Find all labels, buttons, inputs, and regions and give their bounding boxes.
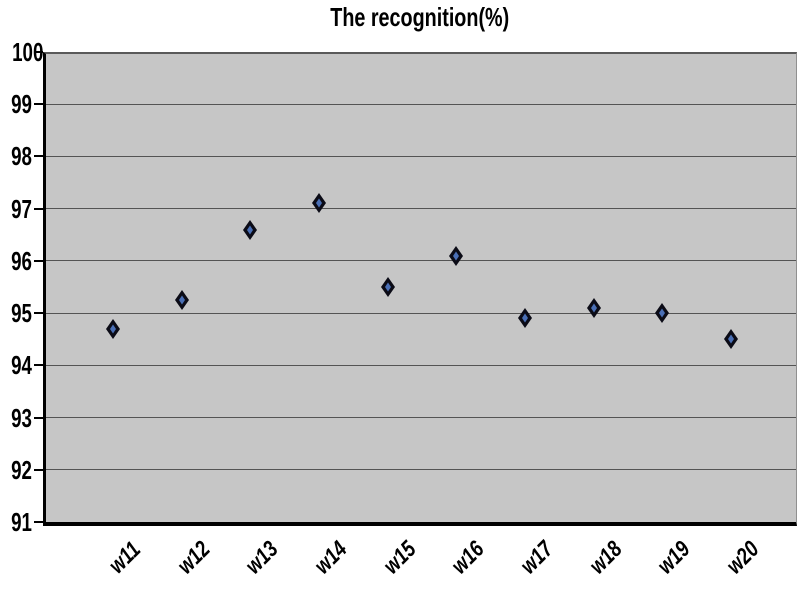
gridline bbox=[46, 469, 796, 471]
data-point-w18 bbox=[586, 297, 601, 318]
diamond-icon bbox=[174, 290, 189, 311]
plot-area bbox=[43, 52, 797, 526]
x-axis-label-text: w19 bbox=[651, 536, 695, 579]
y-axis-label-text: 95 bbox=[11, 298, 32, 329]
diamond-icon bbox=[655, 303, 670, 324]
y-axis-label: 94 bbox=[0, 352, 32, 378]
data-point-w11 bbox=[106, 318, 120, 339]
data-point-w19 bbox=[655, 303, 670, 324]
diamond-icon bbox=[312, 193, 326, 214]
data-point-w17 bbox=[518, 308, 533, 329]
diamond-icon bbox=[380, 277, 395, 297]
y-axis-label: 95 bbox=[0, 300, 32, 326]
data-point-w15 bbox=[380, 277, 395, 297]
y-axis-tick bbox=[34, 259, 43, 262]
gridline bbox=[46, 103, 796, 105]
y-axis-label: 92 bbox=[0, 457, 32, 483]
y-axis-label-text: 99 bbox=[11, 89, 32, 120]
diamond-icon bbox=[586, 297, 601, 318]
y-axis-label: 99 bbox=[0, 91, 32, 117]
gridline bbox=[46, 312, 796, 314]
y-axis-label: 98 bbox=[0, 143, 32, 169]
x-axis-label-text: w14 bbox=[308, 536, 352, 579]
gridline bbox=[46, 208, 796, 210]
y-axis-label-text: 100 bbox=[12, 37, 44, 67]
x-axis-label-text: w17 bbox=[514, 536, 558, 579]
y-axis-tick bbox=[34, 521, 43, 523]
y-axis-tick bbox=[34, 468, 43, 471]
y-axis-label-text: 93 bbox=[11, 402, 32, 433]
y-axis-tick bbox=[34, 207, 43, 210]
x-axis-label-text: w13 bbox=[239, 536, 283, 579]
y-axis-label: 100 bbox=[0, 39, 43, 65]
y-axis-label-text: 94 bbox=[11, 350, 32, 381]
y-axis-label-text: 91 bbox=[11, 507, 32, 537]
chart-title: The recognition(%) bbox=[43, 2, 797, 33]
gridline bbox=[46, 417, 796, 419]
x-axis-label-text: w15 bbox=[377, 536, 421, 579]
y-axis-label: 96 bbox=[0, 248, 32, 274]
y-axis-tick bbox=[34, 364, 43, 367]
x-axis-label-text: w18 bbox=[583, 536, 627, 579]
gridline bbox=[46, 260, 796, 262]
y-axis-label-text: 92 bbox=[11, 454, 32, 485]
y-axis-tick bbox=[34, 103, 43, 106]
x-axis-label-text: w20 bbox=[720, 536, 764, 579]
y-axis-label-text: 97 bbox=[11, 193, 32, 224]
x-axis-label-text: w12 bbox=[171, 536, 215, 579]
y-axis-tick bbox=[34, 51, 43, 53]
y-axis-label-text: 98 bbox=[11, 141, 32, 172]
data-point-w13 bbox=[243, 219, 258, 240]
gridline bbox=[46, 155, 796, 157]
data-point-w12 bbox=[174, 290, 189, 311]
diamond-icon bbox=[243, 219, 258, 240]
y-axis-tick bbox=[34, 155, 43, 158]
y-axis-label: 91 bbox=[0, 509, 32, 535]
y-axis-label: 97 bbox=[0, 196, 32, 222]
y-axis-tick bbox=[34, 416, 43, 419]
data-point-w14 bbox=[312, 193, 326, 214]
y-axis-label: 93 bbox=[0, 405, 32, 431]
gridline bbox=[46, 364, 796, 366]
diamond-icon bbox=[724, 329, 739, 350]
x-axis-label-text: w11 bbox=[103, 536, 146, 579]
data-point-w16 bbox=[449, 245, 464, 266]
chart-title-text: The recognition(%) bbox=[330, 2, 510, 32]
diamond-icon bbox=[518, 308, 533, 329]
y-axis-tick bbox=[34, 312, 43, 315]
diamond-icon bbox=[106, 318, 120, 339]
data-point-w20 bbox=[724, 329, 739, 350]
diamond-icon bbox=[449, 245, 464, 266]
x-axis-label-text: w16 bbox=[445, 536, 489, 579]
y-axis-label-text: 96 bbox=[11, 245, 32, 276]
